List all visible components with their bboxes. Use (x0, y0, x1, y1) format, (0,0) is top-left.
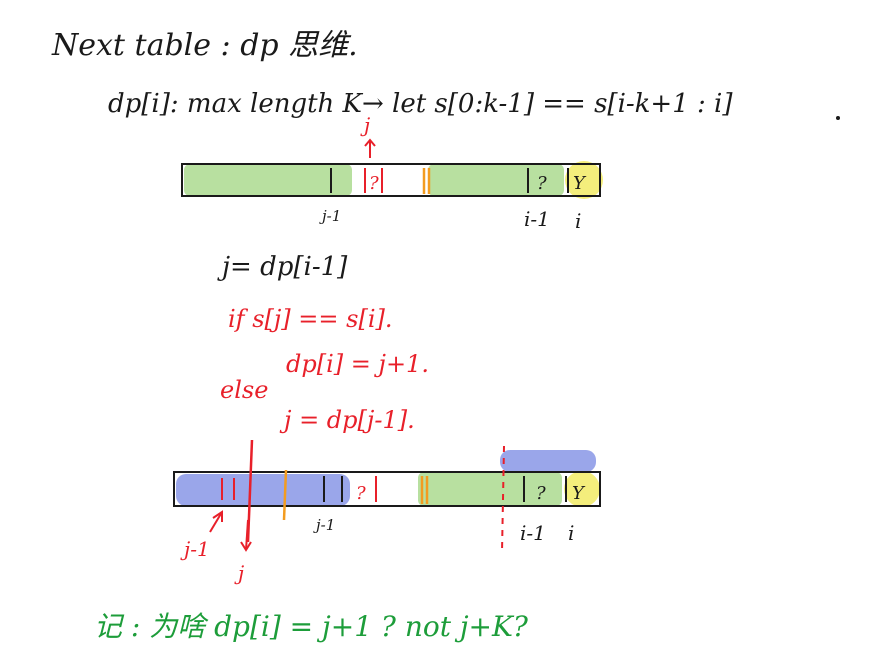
char-i-highlight-bottom (564, 471, 600, 507)
array-diagram-bottom: ? ? Y j-1 i-1 i j-1 j (173, 439, 601, 585)
unknown-char-j: ? (369, 173, 379, 194)
array-box-bottom (173, 471, 601, 507)
arrow-j-down-head (240, 541, 252, 552)
code-line-fallback: j = dp[j-1]. (279, 406, 415, 434)
definition-dot (836, 116, 840, 120)
red-dashed-marker (501, 445, 505, 553)
array-diagram-top: ? ? Y j j-1 i-1 i (181, 113, 603, 233)
suffix-blue-fill-top (500, 450, 596, 472)
arrow-j-down (245, 519, 249, 551)
label-i-minus-1-bottom: i-1 (520, 521, 546, 545)
prefix-green-fill (184, 164, 352, 196)
arrow-j-minus-1-head (212, 510, 223, 522)
dp-definition: dp[i]: max length K→ let s[0:k-1] == s[i… (108, 89, 733, 119)
arrow-j-minus-1 (209, 511, 223, 533)
label-j-minus-1: j-1 (319, 207, 341, 225)
array-box (181, 163, 601, 197)
unknown-char-j-bottom: ? (356, 483, 366, 504)
code-line-assign: dp[i] = j+1. (286, 350, 429, 378)
j-pointer-label: j (360, 113, 370, 137)
orange-mark-left (282, 469, 288, 521)
label-j-new: j (234, 561, 244, 585)
j-pointer-arrowhead (364, 138, 376, 147)
label-i-bottom: i (568, 521, 574, 545)
label-i-minus-1: i-1 (524, 207, 550, 231)
label-j-minus-1-mid: j-1 (313, 516, 335, 534)
unknown-char-i-minus-1: ? (537, 173, 547, 194)
code-line-if: if s[j] == s[i]. (228, 305, 393, 333)
suffix-green-fill (418, 472, 562, 506)
char-y-bottom: Y (572, 483, 586, 504)
suffix-green-fill (428, 164, 564, 196)
prefix-blue-fill (176, 474, 350, 506)
unknown-char-i-minus-1-bottom: ? (536, 483, 546, 504)
question-note: 记 : 为啥 dp[i] = j+1 ? not j+K? (94, 610, 529, 643)
page-title: Next table : dp 思维. (51, 28, 358, 63)
code-line-init-j: j= dp[i-1] (217, 252, 348, 282)
char-y: Y (573, 173, 587, 194)
code-else-label: else (220, 376, 268, 404)
char-i-highlight (565, 161, 603, 199)
label-i: i (575, 209, 581, 233)
label-j-minus-1-left: j-1 (180, 537, 210, 561)
